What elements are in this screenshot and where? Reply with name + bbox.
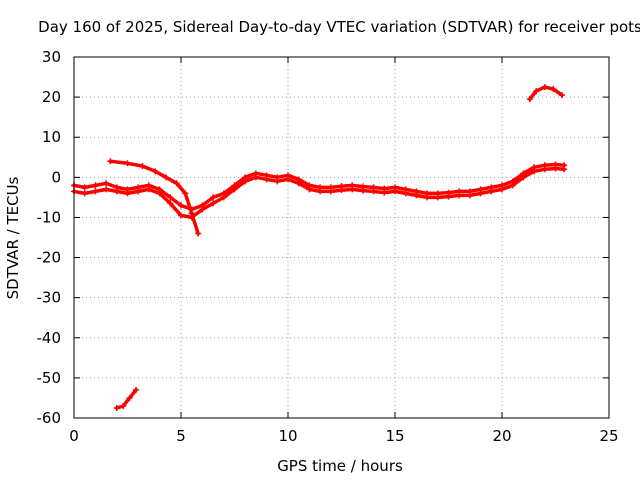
data-point xyxy=(381,189,388,196)
series-early-short-arc xyxy=(115,388,138,410)
data-point xyxy=(103,186,110,193)
data-point xyxy=(133,386,140,393)
data-point xyxy=(370,188,377,195)
data-point xyxy=(152,168,159,175)
data-point xyxy=(113,188,120,195)
data-point xyxy=(103,180,110,187)
axis-ticks xyxy=(73,56,610,419)
data-point xyxy=(182,190,189,197)
data-point xyxy=(242,178,249,185)
x-tick-label: 20 xyxy=(492,427,511,445)
data-point xyxy=(445,193,452,200)
x-tick-label: 10 xyxy=(278,427,297,445)
data-point xyxy=(466,192,473,199)
data-point xyxy=(531,168,538,175)
y-tick-label: -50 xyxy=(37,369,62,387)
data-point xyxy=(163,174,170,181)
data-point xyxy=(199,206,206,213)
data-point xyxy=(167,200,174,207)
data-point xyxy=(477,190,484,197)
data-point xyxy=(178,202,184,209)
data-point xyxy=(392,188,398,195)
data-point xyxy=(327,188,334,195)
data-point xyxy=(541,84,548,91)
data-point xyxy=(107,158,114,165)
data-point xyxy=(533,88,540,95)
series-descending-arc xyxy=(108,159,200,236)
x-tick-label: 5 xyxy=(176,427,186,445)
y-tick-label: 10 xyxy=(42,128,61,146)
data-point xyxy=(561,166,568,173)
data-point xyxy=(210,194,217,201)
data-point xyxy=(178,212,184,219)
data-point xyxy=(92,188,99,195)
grid xyxy=(74,57,609,418)
data-point xyxy=(252,174,259,181)
y-tick-label: -60 xyxy=(37,409,62,427)
data-point xyxy=(195,230,202,237)
data-point xyxy=(167,194,174,201)
data-point xyxy=(413,192,420,199)
data-point xyxy=(145,186,152,193)
y-tick-label: 20 xyxy=(42,88,61,106)
data-point xyxy=(295,180,302,187)
data-point xyxy=(274,178,281,185)
y-axis-label: SDTVAR / TECUs xyxy=(4,176,22,299)
y-tick-label: 0 xyxy=(51,168,61,186)
y-tick-label: -40 xyxy=(37,329,62,347)
x-tick-labels: 0 5 10 15 20 25 xyxy=(69,427,618,445)
plot-frame xyxy=(73,56,610,419)
data-point xyxy=(402,190,409,197)
data-point xyxy=(81,184,88,191)
y-tick-label: -30 xyxy=(37,289,62,307)
x-tick-label: 0 xyxy=(69,427,79,445)
chart-title: Day 160 of 2025, Sidereal Day-to-day VTE… xyxy=(38,18,640,36)
data-point xyxy=(124,190,131,197)
data-point xyxy=(210,200,217,207)
data-point xyxy=(317,188,324,195)
data-point xyxy=(499,186,505,193)
data-point xyxy=(139,163,146,170)
x-axis-label: GPS time / hours xyxy=(277,457,403,475)
data-point xyxy=(92,182,99,189)
data-point xyxy=(552,165,559,172)
y-tick-label: -10 xyxy=(37,208,62,226)
x-tick-label: 15 xyxy=(385,427,404,445)
data-point xyxy=(520,174,527,181)
data-point xyxy=(509,182,516,189)
data-point xyxy=(263,176,270,183)
data-point xyxy=(81,190,88,197)
data-point xyxy=(173,180,180,187)
data-point xyxy=(231,186,238,193)
data-point xyxy=(526,96,533,103)
y-tick-label: -20 xyxy=(37,249,62,267)
data-point xyxy=(359,187,366,194)
data-point xyxy=(120,402,127,409)
data-point xyxy=(434,194,441,201)
data-point xyxy=(188,210,195,217)
data-point xyxy=(306,186,313,193)
data-point xyxy=(338,187,345,194)
data-point xyxy=(113,404,120,411)
x-tick-label: 25 xyxy=(599,427,618,445)
data-point xyxy=(285,176,291,183)
y-tick-label: 30 xyxy=(42,48,61,66)
data-point xyxy=(456,192,463,199)
data-point xyxy=(220,194,227,201)
data-point xyxy=(135,188,142,195)
data-point xyxy=(558,92,565,99)
data-point xyxy=(349,186,356,193)
series-group xyxy=(71,84,568,411)
data-point xyxy=(424,194,431,201)
data-point xyxy=(550,86,557,93)
data-point xyxy=(126,394,133,401)
y-tick-labels: -60 -50 -40 -30 -20 -10 0 10 20 30 xyxy=(37,48,62,427)
data-point xyxy=(541,166,548,173)
data-point xyxy=(156,190,163,197)
data-point xyxy=(488,188,495,195)
data-point xyxy=(124,160,131,167)
